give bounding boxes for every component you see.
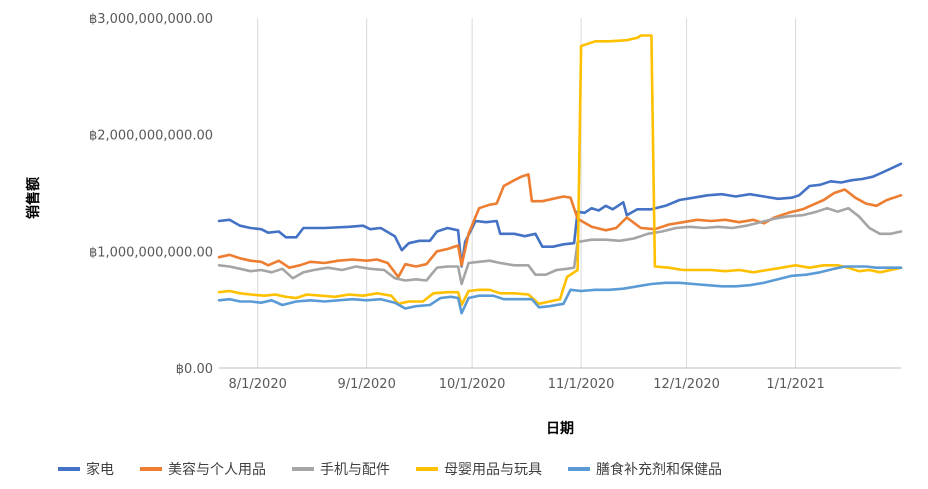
- legend: 家电 美容与个人用品 手机与配件 母婴用品与玩具 膳食补充剂和保健品: [58, 461, 722, 478]
- legend-label-4: 母婴用品与玩具: [444, 462, 542, 478]
- y-axis-title: 销售额: [25, 177, 42, 219]
- series-lines: [217, 34, 903, 315]
- x-axis-title: 日期: [546, 421, 574, 437]
- series-line-5: [217, 265, 903, 315]
- x-axis-tick-labels: 8/1/2020 9/1/2020 10/1/2020 11/1/2020 12/1/2…: [228, 377, 824, 392]
- x-tick-label: 1/1/2021: [766, 377, 824, 392]
- legend-label-2: 美容与个人用品: [168, 461, 266, 478]
- y-tick-label: ฿2,000,000,000.00: [89, 129, 213, 144]
- series-line-4: [217, 34, 903, 307]
- y-tick-label: ฿1,000,000,000.00: [89, 245, 213, 260]
- gridlines: [257, 18, 797, 368]
- legend-label-3: 手机与配件: [320, 462, 390, 478]
- y-axis-tick-labels: ฿0.00 ฿1,000,000,000.00 ฿2,000,000,000.00 ฿…: [89, 12, 213, 377]
- legend-label-5: 膳食补充剂和保健品: [596, 461, 722, 478]
- series-line-1: [217, 162, 903, 268]
- x-tick-label: 11/1/2020: [548, 377, 615, 392]
- legend-label-1: 家电: [86, 461, 114, 478]
- y-tick-label: ฿3,000,000,000.00: [89, 12, 213, 27]
- x-tick-label: 10/1/2020: [439, 377, 506, 392]
- series-line-3: [217, 206, 903, 286]
- x-tick-label: 9/1/2020: [337, 377, 395, 392]
- series-line-2: [217, 173, 903, 279]
- y-tick-label: ฿0.00: [176, 362, 213, 377]
- x-tick-label: 12/1/2020: [653, 377, 720, 392]
- x-tick-label: 8/1/2020: [228, 377, 286, 392]
